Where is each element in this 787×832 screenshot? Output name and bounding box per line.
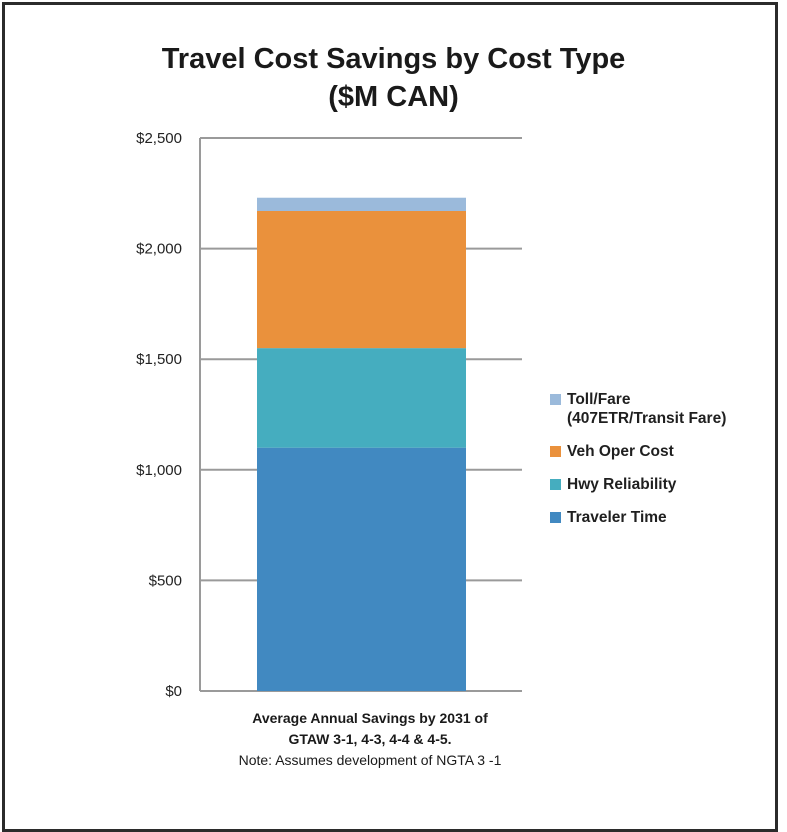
bar-segments <box>257 197 466 691</box>
legend: Toll/Fare (407ETR/Transit Fare) Veh Oper C… <box>550 390 785 541</box>
legend-item: Toll/Fare (407ETR/Transit Fare) <box>550 390 785 428</box>
y-tick-label: $500 <box>149 572 182 589</box>
legend-swatch <box>550 479 561 490</box>
legend-label-line2: (407ETR/Transit Fare) <box>567 410 727 427</box>
bar-segment-hwy-reliability <box>257 348 466 448</box>
y-tick-label: $1,500 <box>136 351 182 368</box>
chart-caption: Average Annual Savings by 2031 of GTAW 3… <box>175 708 565 771</box>
bar-segment-traveler-time <box>257 447 466 691</box>
legend-item: Veh Oper Cost <box>550 442 785 461</box>
legend-item: Hwy Reliability <box>550 475 785 494</box>
legend-swatch <box>550 512 561 523</box>
y-tick-label: $0 <box>165 683 182 700</box>
legend-label: Hwy Reliability <box>567 476 677 493</box>
chart-title: Travel Cost Savings by Cost Type ($M CAN… <box>0 40 787 116</box>
chart-title-line2: ($M CAN) <box>328 81 459 113</box>
chart-title-line1: Travel Cost Savings by Cost Type <box>161 43 626 75</box>
caption-line2: GTAW 3-1, 4-3, 4-4 & 4-5. <box>288 731 452 747</box>
stacked-bar-chart: $0 $500 $1,000 $1,500 $2,000 $2,500 <box>136 130 522 700</box>
legend-swatch <box>550 446 561 457</box>
caption-line1: Average Annual Savings by 2031 of <box>252 710 488 726</box>
y-tick-label: $1,000 <box>136 462 182 479</box>
legend-item: Traveler Time <box>550 508 785 527</box>
legend-label: Traveler Time <box>567 509 667 526</box>
bar-segment-toll-fare-407etr-transit-fare <box>257 197 466 211</box>
legend-label: Veh Oper Cost <box>567 443 674 460</box>
caption-note: Note: Assumes development of NGTA 3 -1 <box>238 752 502 768</box>
bar-segment-veh-oper-cost <box>257 210 466 349</box>
y-tick-label: $2,000 <box>136 241 182 258</box>
legend-swatch <box>550 394 561 405</box>
y-tick-label: $2,500 <box>136 130 182 147</box>
legend-label: Toll/Fare <box>567 391 631 408</box>
y-axis-ticks: $0 $500 $1,000 $1,500 $2,000 $2,500 <box>136 130 182 700</box>
